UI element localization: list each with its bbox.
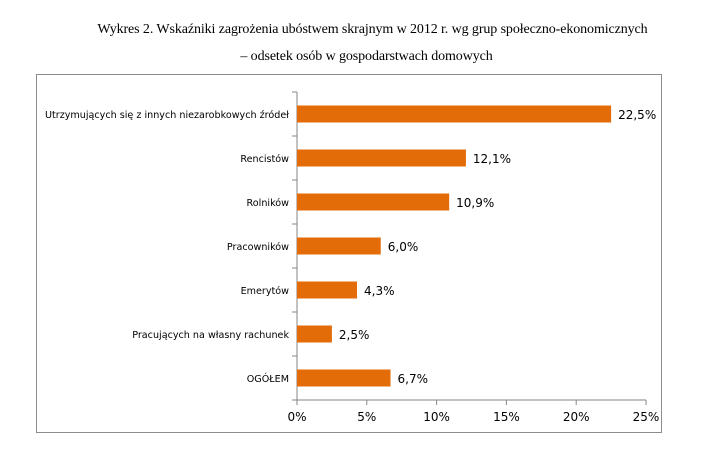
x-tick-label: 15% (493, 410, 520, 424)
category-label: Emerytów (241, 285, 290, 297)
chart-title-line-2: – odsetek osób w gospodarstwach domowych (240, 49, 493, 64)
category-label: Pracujących na własny rachunek (132, 330, 289, 341)
bar (297, 193, 450, 211)
data-label: 10,9% (456, 196, 494, 210)
category-label: Rencistów (240, 153, 289, 165)
data-label: 6,0% (388, 240, 419, 254)
bar (297, 105, 612, 123)
bar (297, 325, 332, 343)
x-tick-label: 0% (287, 410, 306, 424)
x-tick-label: 25% (633, 410, 660, 424)
x-tick-label: 5% (357, 410, 376, 424)
x-tick-label: 20% (563, 410, 590, 424)
chart-title-line-1: Wykres 2. Wskaźniki zagrożenia ubóstwem … (97, 22, 648, 37)
category-label: OGÓŁEM (247, 372, 289, 385)
bar (297, 281, 358, 299)
data-label: 12,1% (473, 152, 511, 166)
category-label: Rolników (247, 197, 290, 209)
data-label: 22,5% (618, 108, 656, 122)
data-label: 6,7% (398, 372, 429, 386)
data-label: 2,5% (339, 328, 370, 342)
category-label: Pracowników (227, 241, 289, 253)
bar (297, 237, 381, 255)
x-tick-label: 10% (423, 410, 450, 424)
data-label: 4,3% (364, 284, 395, 298)
bar (297, 369, 391, 387)
category-label: Utrzymujących się z innych niezarobkowyc… (45, 109, 289, 121)
bar (297, 149, 466, 167)
